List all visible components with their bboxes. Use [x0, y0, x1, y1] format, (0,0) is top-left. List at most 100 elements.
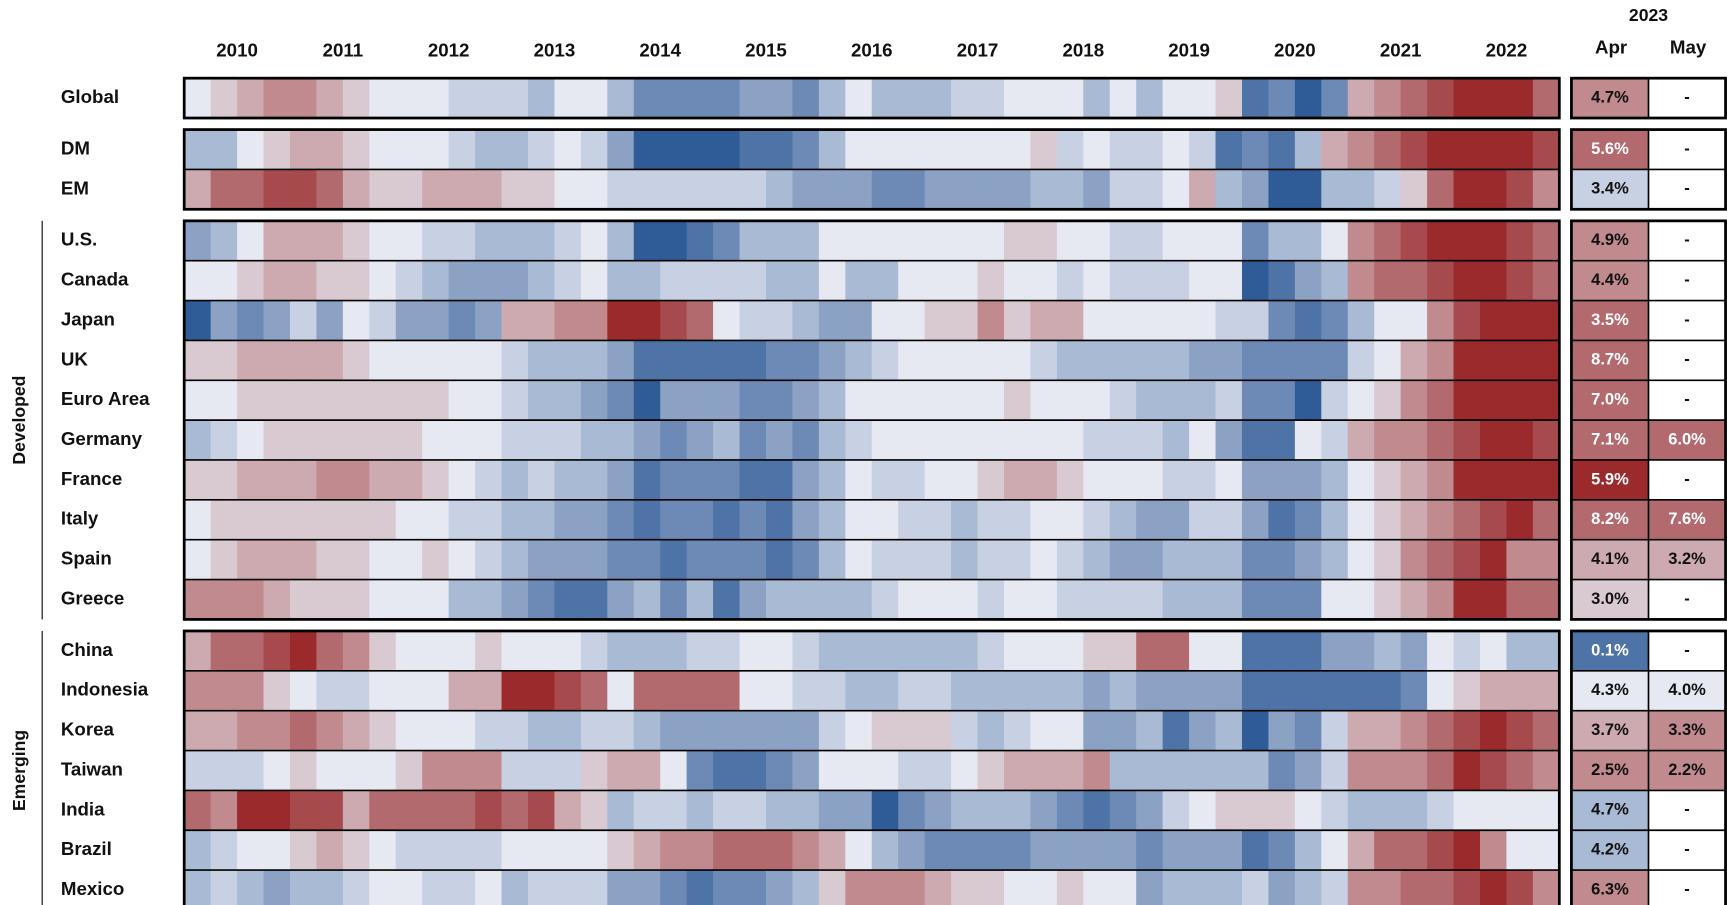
- heat-cell: [607, 459, 635, 500]
- heat-cell: [713, 630, 741, 671]
- year-label: 2012: [428, 40, 470, 61]
- heat-cell: [607, 750, 635, 791]
- heat-cell: [237, 169, 265, 210]
- heat-cell: [818, 539, 846, 580]
- heat-cell: [765, 630, 794, 671]
- heat-cell: [660, 790, 688, 831]
- heat-cell: [1453, 380, 1481, 421]
- heat-cell: [633, 169, 661, 210]
- heat-cell: [1215, 790, 1243, 831]
- latest-value: -: [1684, 311, 1690, 329]
- heat-cell: [395, 420, 423, 460]
- heat-cell: [184, 579, 212, 620]
- heat-cell: [263, 710, 291, 751]
- heat-cell: [1189, 300, 1217, 341]
- latest-value: 7.1%: [1591, 430, 1629, 448]
- heat-cell: [660, 380, 688, 421]
- heat-cell: [422, 539, 450, 580]
- heat-cell: [1400, 420, 1428, 460]
- heat-cell: [1294, 220, 1322, 261]
- heat-cell: [1347, 300, 1375, 341]
- heat-cell: [316, 300, 344, 341]
- heat-cell: [739, 499, 767, 540]
- heat-cell: [871, 630, 899, 671]
- heat-cell: [633, 340, 661, 381]
- heat-cell: [1109, 579, 1137, 620]
- heat-cell: [580, 420, 608, 460]
- heat-cell: [369, 790, 397, 831]
- heat-cell: [395, 129, 423, 170]
- heat-cell: [871, 78, 899, 119]
- heat-cell: [342, 220, 370, 261]
- heat-cell: [951, 340, 979, 381]
- heat-cell: [686, 420, 714, 460]
- heat-cell: [1506, 830, 1534, 871]
- heat-cell: [1003, 260, 1032, 301]
- heat-cell: [316, 670, 344, 711]
- heat-cell: [501, 340, 529, 381]
- heat-cell: [898, 710, 926, 751]
- heat-cell: [977, 499, 1005, 540]
- heat-cell: [1030, 710, 1058, 751]
- heat-cell: [580, 539, 608, 580]
- heat-cell: [713, 750, 741, 791]
- heat-cell: [1427, 579, 1455, 620]
- heat-cell: [924, 710, 952, 751]
- heat-cell: [448, 169, 476, 210]
- heat-cell: [1506, 870, 1534, 905]
- heat-cell: [951, 459, 979, 500]
- heat-cell: [1321, 260, 1349, 301]
- heat-cell: [1479, 670, 1508, 711]
- heat-cell: [1294, 459, 1322, 500]
- heat-cell: [1189, 340, 1217, 381]
- latest-cell: [1648, 790, 1726, 831]
- heat-cell: [1241, 78, 1270, 119]
- heat-cell: [501, 710, 529, 751]
- heat-cell: [1003, 459, 1032, 500]
- heat-cell: [289, 220, 318, 261]
- heat-cell: [660, 420, 688, 460]
- heat-cell: [1268, 579, 1296, 620]
- heat-cell: [633, 830, 661, 871]
- heat-cell: [1268, 790, 1296, 831]
- latest-cell: [1648, 579, 1726, 620]
- heat-cell: [316, 420, 344, 460]
- heat-cell: [554, 790, 582, 831]
- heat-cell: [739, 220, 767, 261]
- heat-cell: [210, 539, 238, 580]
- heat-cell: [342, 790, 370, 831]
- heat-cell: [448, 539, 476, 580]
- heat-cell: [210, 579, 238, 620]
- heat-cell: [898, 459, 926, 500]
- heat-cell: [1347, 579, 1375, 620]
- heat-cell: [237, 260, 265, 301]
- heat-cell: [765, 870, 794, 905]
- heat-cell: [1321, 78, 1349, 119]
- heat-cell: [237, 830, 265, 871]
- heat-cell: [845, 630, 873, 671]
- heat-cell: [1189, 539, 1217, 580]
- heat-cell: [845, 420, 873, 460]
- heat-cell: [951, 750, 979, 791]
- heat-cell: [1083, 630, 1111, 671]
- heat-cell: [184, 750, 212, 791]
- heat-cell: [1215, 380, 1243, 421]
- heat-cell: [263, 750, 291, 791]
- heat-cell: [475, 579, 503, 620]
- heat-cell: [1321, 499, 1349, 540]
- heat-cell: [765, 129, 794, 170]
- heat-cell: [1294, 499, 1322, 540]
- heat-cell: [1030, 830, 1058, 871]
- heat-cell: [1427, 870, 1455, 905]
- heat-cell: [713, 870, 741, 905]
- heat-cell: [686, 579, 714, 620]
- heat-cell: [1056, 499, 1084, 540]
- heat-cell: [554, 260, 582, 301]
- heat-cell: [1189, 420, 1217, 460]
- heat-cell: [1109, 420, 1137, 460]
- heat-cell: [660, 78, 688, 119]
- heat-cell: [289, 499, 318, 540]
- heat-cell: [1268, 300, 1296, 341]
- heat-cell: [1189, 78, 1217, 119]
- heat-cell: [342, 830, 370, 871]
